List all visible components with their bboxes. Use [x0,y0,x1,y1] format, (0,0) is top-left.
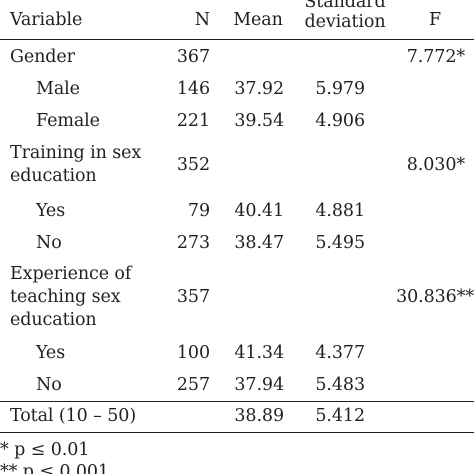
row-gender-n: 367 [176,47,210,67]
row-experience-no-n: 257 [176,375,210,395]
row-total-mean: 38.89 [234,406,284,426]
row-gender-f: 7.772* [406,47,465,67]
row-experience-label-line2: teaching sex [10,287,121,307]
row-male-label: Male [36,79,80,99]
row-training-yes-n: 79 [187,201,210,221]
row-female-label: Female [36,111,100,131]
header-n: N [194,10,210,30]
row-female-mean: 39.54 [234,111,284,131]
row-experience-yes-mean: 41.34 [234,343,284,363]
row-male-n: 146 [176,79,210,99]
row-training-label-line1: Training in sex [10,143,142,163]
row-experience-label-line3: education [10,310,97,330]
total-rule [0,401,474,403]
header-f: F [428,10,442,30]
row-training-yes-mean: 40.41 [234,201,284,221]
row-female-sd: 4.906 [315,111,365,131]
row-experience-yes-label: Yes [36,343,66,363]
row-training-yes-label: Yes [36,201,66,221]
row-training-label-line2: education [10,166,97,186]
header-mean: Mean [233,10,283,30]
row-experience-yes-n: 100 [176,343,210,363]
header-variable: Variable [10,10,83,30]
row-total-label: Total (10 – 50) [10,406,137,426]
row-female-n: 221 [176,111,210,131]
row-training-no-sd: 5.495 [315,233,365,253]
row-training-no-label: No [36,233,62,253]
row-training-n: 352 [176,155,210,175]
footnote-two-star: ** p ≤ 0.001 [0,462,109,474]
row-total-sd: 5.412 [315,406,365,426]
footnote-one-star: * p ≤ 0.01 [0,440,90,460]
row-male-sd: 5.979 [315,79,365,99]
row-training-f: 8.030* [406,155,465,175]
row-experience-no-sd: 5.483 [315,375,365,395]
header-sd-line2: deviation [304,12,386,32]
row-experience-no-label: No [36,375,62,395]
row-gender-label: Gender [10,47,75,67]
row-experience-yes-sd: 4.377 [315,343,365,363]
row-training-yes-sd: 4.881 [315,201,365,221]
row-experience-no-mean: 37.94 [234,375,284,395]
row-experience-n: 357 [176,287,210,307]
row-training-no-mean: 38.47 [234,233,284,253]
bottom-rule [0,432,474,434]
row-training-no-n: 273 [176,233,210,253]
header-rule [0,39,474,41]
row-experience-label-line1: Experience of [10,264,132,284]
header-sd-line1: Standard [304,0,386,12]
row-experience-f: 30.836** [396,287,474,307]
row-male-mean: 37.92 [234,79,284,99]
